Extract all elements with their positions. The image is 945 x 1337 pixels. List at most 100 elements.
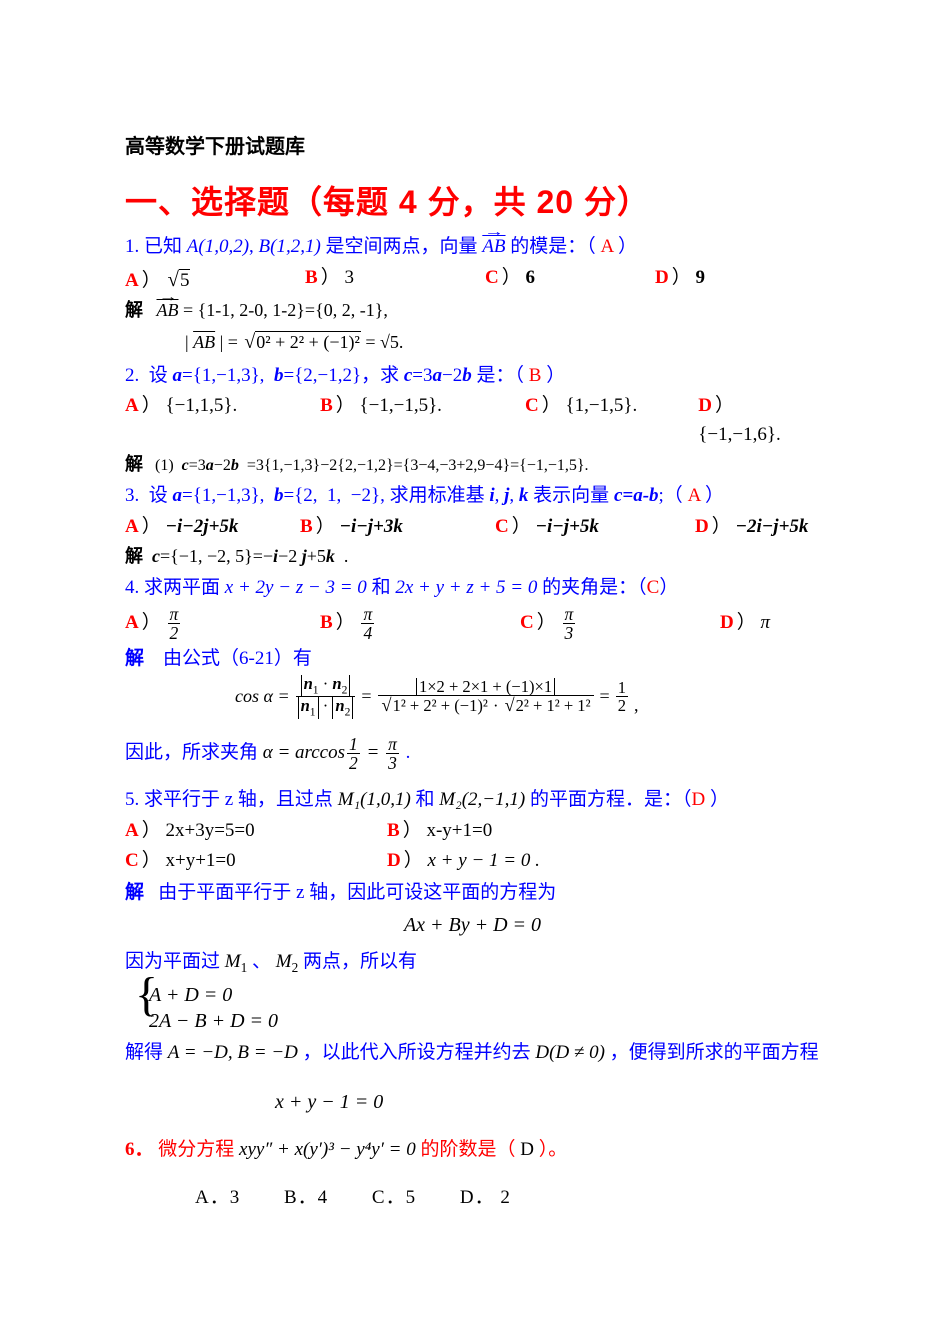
q3-text: 3. 设 a={1,−1,3}, b={2, 1, −2}, 求用标准基 i, … xyxy=(125,482,820,511)
q3-opt-B-label: B xyxy=(300,516,313,537)
q4-ar-num: π xyxy=(386,735,399,753)
q1-opt-B-label: B xyxy=(305,267,318,288)
q1-opt-A: 5 xyxy=(179,269,191,291)
q4-conclude: 因此，所求夹角 α = arccos12 = π3 . xyxy=(125,735,820,773)
q4-close: ） xyxy=(659,577,678,598)
q5-opts-row2: C） x+y+1=0 D） x + y − 1 = 0 . xyxy=(125,847,820,876)
q4-options: A） π2 B） π4 C） π3 D） π xyxy=(125,605,820,643)
q2-opt-C: {1,−1,5}. xyxy=(566,395,638,416)
q5-solve: A = −D, B = −D xyxy=(168,1042,298,1063)
q2-opt-D: {−1,−1,6}. xyxy=(698,424,780,445)
q6-label: 6． xyxy=(125,1139,154,1160)
q4-alpha-eq: α = arccos xyxy=(263,742,345,763)
q1-opt-C-label: C xyxy=(485,267,499,288)
q3-opt-C-label: C xyxy=(495,516,509,537)
q1-opt-A-label: A xyxy=(125,270,139,291)
q6-post: 的阶数是（ xyxy=(420,1139,520,1160)
q4-pre: 4. 求两平面 xyxy=(125,577,220,598)
q1-text: 1. 已知 A(1,0,2), B(1,2,1) 是空间两点，向量 AB 的模是… xyxy=(125,233,820,262)
q1-post: 的模是：（ xyxy=(510,236,600,257)
q4-A-den: 2 xyxy=(168,623,181,642)
q4-C-num: π xyxy=(563,605,576,623)
q5-opt-B: x-y+1=0 xyxy=(426,820,492,841)
q3-close: ） xyxy=(700,485,724,506)
q4-af-num: 1 xyxy=(347,735,360,753)
q1-opt-B: 3 xyxy=(344,267,354,288)
q5-B-label: B xyxy=(387,820,400,841)
q4-plane1: x + 2y − z − 3 = 0 xyxy=(225,577,367,598)
q4-concl-pre: 因此，所求夹角 xyxy=(125,742,258,763)
q6-pre: 微分方程 xyxy=(158,1139,234,1160)
q5-pre: 5. 求平行于 z 轴，且过点 xyxy=(125,789,333,810)
q5-sol2-mid: 、 xyxy=(252,951,271,972)
q6-options: A．3 B．4 C．5 D． 2 xyxy=(125,1182,820,1209)
q5-text: 5. 求平行于 z 轴，且过点 M₁(1,0,1) 和 M₂(2,−1,1) 的… xyxy=(125,786,820,815)
q4-A-num: π xyxy=(168,605,181,623)
q5-close: ） xyxy=(705,789,729,810)
q4-opt-A-label: A xyxy=(125,612,139,633)
q5-sys2: 2A − B + D = 0 xyxy=(149,1008,278,1034)
q3-answer: A xyxy=(688,485,701,506)
q2-sol-label: 解 xyxy=(125,454,143,474)
q4-B-den: 4 xyxy=(361,623,374,642)
q4-f3-num: 1 xyxy=(616,679,628,696)
q5-opt-C: x+y+1=0 xyxy=(166,850,236,871)
q2-opt-D-label: D xyxy=(698,395,712,416)
q5-sol-line3: 解得 A = −D, B = −D ，以此代入所设方程并约去 D(D ≠ 0) … xyxy=(125,1038,820,1068)
q5-sol3-post: ，便得到所求的平面方程 xyxy=(610,1042,819,1063)
q5-A-label: A xyxy=(125,820,139,841)
q3-opt-A-label: A xyxy=(125,516,139,537)
q4-answer: C xyxy=(647,577,660,598)
q5-sol3-mid: ，以此代入所设方程并约去 xyxy=(303,1042,531,1063)
q5-sys1: A + D = 0 xyxy=(149,982,278,1008)
q2-text: 2. 设 a={1,−1,3}, b={2,−1,2}，求 c=3a−2b 是：… xyxy=(125,362,820,391)
q4-af-den: 2 xyxy=(347,753,360,772)
q4-sol-formula: cos α = n1 · n2 n1 · n2 = 1×2 + 2×1 + (−… xyxy=(125,675,820,719)
q1-answer: A xyxy=(601,236,614,257)
q1-options: A） 5 B） 3 C） 6 D） 9 xyxy=(125,264,820,296)
q5-sol-line1: 解 由于平面平行于 z 轴，因此可设这平面的方程为 xyxy=(125,878,820,908)
q1-opt-D-label: D xyxy=(655,267,669,288)
q1-sol-line1: = {1-1, 2-0, 1-2}={0, 2, -1}, xyxy=(183,300,388,320)
q6-opt-C: C．5 xyxy=(372,1187,416,1208)
q4-coslhs: cos α = xyxy=(235,683,290,710)
q2-opt-A: {−1,1,5}. xyxy=(166,395,238,416)
q5-answer: D xyxy=(691,789,705,810)
q4-plane2: 2x + y + z + 5 = 0 xyxy=(395,577,537,598)
q5-M1: M₁(1,0,1) xyxy=(338,789,411,810)
q1-sol-label: 解 xyxy=(125,300,143,320)
q3-opt-A: −i−2j+5k xyxy=(166,516,239,537)
q4-opt-B-label: B xyxy=(320,612,333,633)
doc-title: 高等数学下册试题库 xyxy=(125,130,820,159)
q4-B-num: π xyxy=(361,605,374,623)
q2-solution: 解 (1) c=3a−2b =3{1,−1,3}−2{2,−1,2}={3−4,… xyxy=(125,451,820,478)
q5-M2: M₂(2,−1,1) xyxy=(439,789,525,810)
q1-solution: 解 AB = {1-1, 2-0, 1-2}={0, 2, -1}, xyxy=(125,297,820,324)
q5-eq2: x + y − 1 = 0 xyxy=(125,1091,820,1114)
q4-sol-intro: 解 由公式（6-21）有 xyxy=(125,644,820,674)
q3-opt-D: −2i−j+5k xyxy=(736,516,809,537)
q1-mid: 是空间两点，向量 xyxy=(326,236,478,257)
q1-solution-mag: | AB | = 0² + 2² + (−1)² = √5. xyxy=(125,328,820,358)
q6-close: ）。 xyxy=(534,1139,567,1160)
q2-answer: B xyxy=(529,365,542,386)
q3-sol-label: 解 xyxy=(125,546,143,566)
q4-ar-den: 3 xyxy=(386,753,399,772)
q4-text: 4. 求两平面 x + 2y − z − 3 = 0 和 2x + y + z … xyxy=(125,574,820,603)
q3-options: A） −i−2j+5k B） −i−j+3k C） −i−j+5k D） −2i… xyxy=(125,513,820,542)
q5-sol-label: 解 xyxy=(125,882,144,903)
q4-f3-den: 2 xyxy=(616,696,628,714)
section-heading: 一、选择题（每题 4 分，共 20 分） xyxy=(125,177,820,223)
q1-opt-D: 9 xyxy=(696,267,706,288)
q4-den-a: 1² + 2² + (−1)² xyxy=(392,695,489,715)
q1-sol-rad: 0² + 2² + (−1)² xyxy=(255,331,361,352)
q4-opt-D-label: D xyxy=(720,612,734,633)
q4-sol-label: 解 xyxy=(125,648,144,669)
q2-opt-A-label: A xyxy=(125,395,139,416)
q4-D-val: π xyxy=(761,612,771,633)
q2-close: ） xyxy=(541,365,565,386)
q2-opt-C-label: C xyxy=(525,395,539,416)
q5-opts-row1: A） 2x+3y=5=0 B） x-y+1=0 xyxy=(125,817,820,846)
q6-opt-B: B．4 xyxy=(284,1187,328,1208)
q6-answer: D xyxy=(520,1139,534,1160)
